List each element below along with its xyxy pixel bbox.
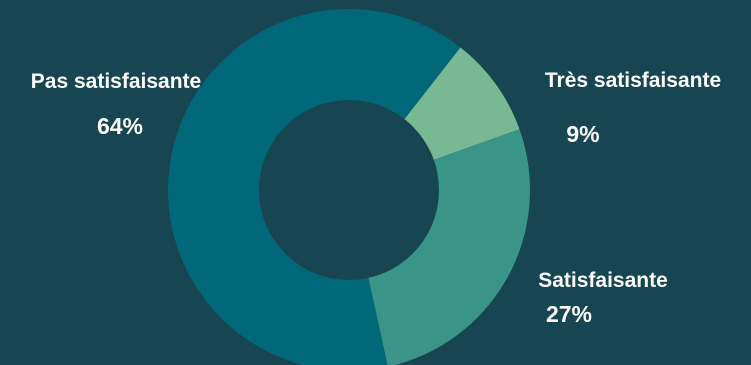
label-pas-satisfaisante: Pas satisfaisante [31,70,201,93]
label-tres-satisfaisante: Très satisfaisante [545,69,721,92]
donut-hole [259,100,439,280]
value-pas-satisfaisante: 64% [97,113,143,139]
value-satisfaisante: 27% [546,301,592,327]
label-satisfaisante: Satisfaisante [538,269,668,292]
value-tres-satisfaisante: 9% [566,121,599,147]
